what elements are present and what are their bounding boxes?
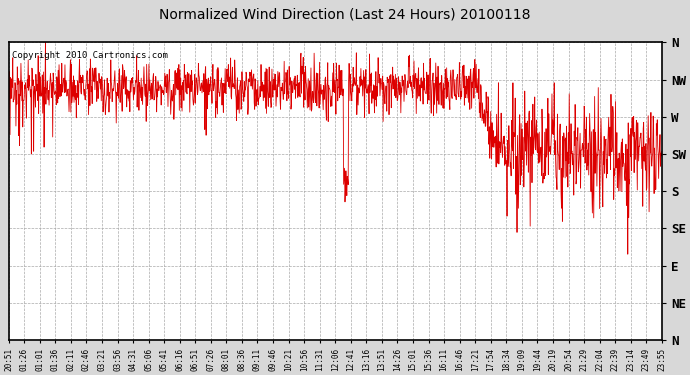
Text: Normalized Wind Direction (Last 24 Hours) 20100118: Normalized Wind Direction (Last 24 Hours… (159, 8, 531, 21)
Text: Copyright 2010 Cartronics.com: Copyright 2010 Cartronics.com (12, 51, 168, 60)
